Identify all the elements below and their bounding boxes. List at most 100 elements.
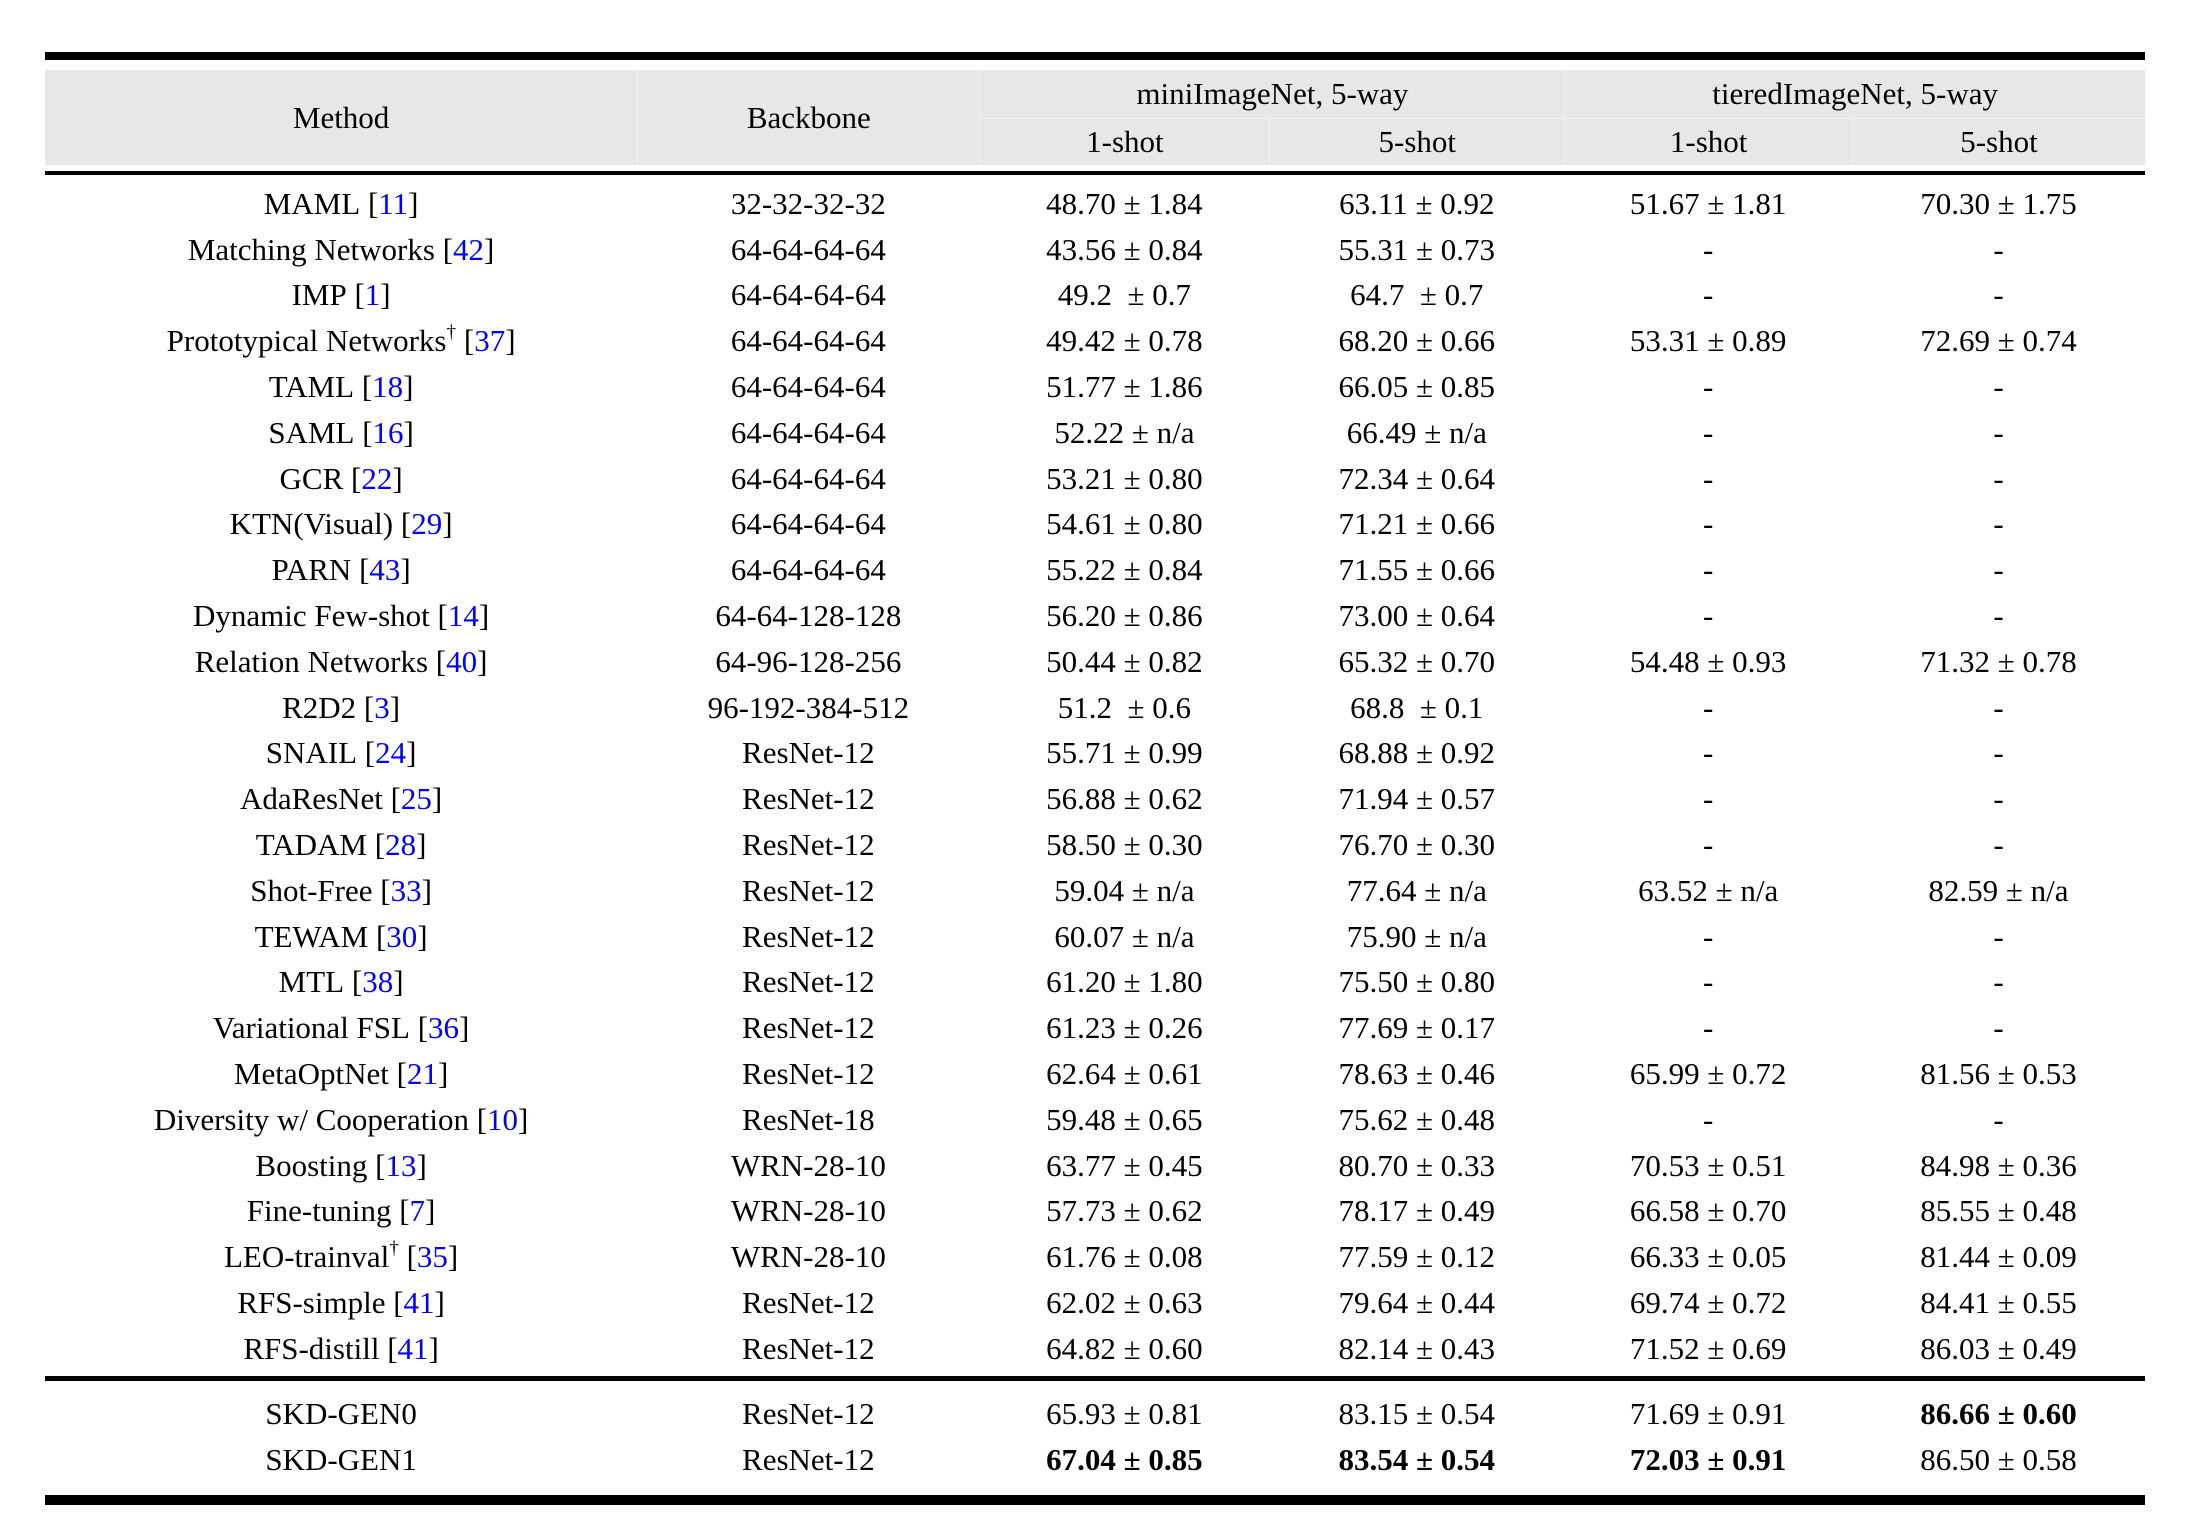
column-header-mini-1shot: 1-shot: [979, 118, 1270, 165]
citation-ref[interactable]: 38: [362, 964, 394, 1000]
value-cell: 43.56 ± 0.84: [1046, 231, 1203, 267]
value-cell: 51.77 ± 1.86: [1046, 369, 1203, 405]
method-name: Relation Networks: [194, 643, 429, 679]
citation-ref[interactable]: 18: [372, 369, 404, 405]
citation-ref[interactable]: 11: [378, 185, 409, 221]
value-cell: 64.7 ± 0.7: [1350, 277, 1484, 313]
value-cell: 50.44 ± 0.82: [1046, 643, 1203, 679]
citation-ref[interactable]: 33: [390, 872, 422, 908]
citation-ref[interactable]: 14: [447, 598, 479, 634]
method-cell: Fine-tuning [7]: [246, 1193, 436, 1229]
value-cell: 53.21 ± 0.80: [1046, 460, 1203, 496]
citation-ref[interactable]: 13: [385, 1147, 417, 1183]
citation-ref[interactable]: 3: [374, 689, 390, 725]
citation-ref[interactable]: 7: [409, 1193, 426, 1229]
citation-ref[interactable]: 35: [416, 1239, 448, 1275]
value-cell: 71.55 ± 0.66: [1338, 552, 1496, 588]
method-name: AdaResNet: [239, 781, 383, 817]
method-cell: SKD-GEN1: [45, 1437, 637, 1483]
column-group-tieredimagenet: tieredImageNet, 5-way: [1564, 70, 2145, 118]
value-cell: 86.66 ± 0.60: [1920, 1395, 2077, 1431]
citation-ref[interactable]: 28: [385, 827, 417, 863]
citation-ref[interactable]: 41: [397, 1330, 429, 1366]
value-cell: 61.23 ± 0.26: [1046, 1010, 1203, 1046]
value-cell: 65.99 ± 0.72: [1629, 1056, 1787, 1092]
method-name: TAML: [268, 369, 355, 405]
value-cell: -: [1703, 735, 1714, 771]
value-cell: 84.98 ± 0.36: [1920, 1147, 2077, 1183]
value-cell: 71.69 ± 0.91: [1629, 1395, 1787, 1431]
value-cell: 66.49 ± n/a: [1346, 414, 1487, 450]
backbone-cell: 64-64-64-64: [730, 277, 886, 313]
value-cell: -: [1993, 827, 2004, 863]
method-cell: PARN [43]: [271, 552, 411, 588]
column-header-method: Method: [292, 99, 390, 135]
method-cell: TADAM [28]: [255, 827, 427, 863]
method-name: SNAIL: [265, 735, 358, 771]
value-cell: -: [1993, 781, 2004, 817]
citation-ref[interactable]: 29: [411, 506, 443, 542]
method-name: SAML: [268, 414, 355, 450]
value-cell: 55.22 ± 0.84: [1046, 552, 1203, 588]
method-name: Fine-tuning: [246, 1193, 392, 1229]
value-cell: -: [1703, 781, 1714, 817]
value-cell: -: [1703, 231, 1714, 267]
citation-ref[interactable]: 24: [375, 735, 407, 771]
value-cell: 81.56 ± 0.53: [1920, 1056, 2077, 1092]
value-cell: 51.2 ± 0.6: [1057, 689, 1192, 725]
method-cell: Matching Networks [42]: [187, 231, 495, 267]
citation-ref[interactable]: 1: [364, 277, 381, 313]
citation-ref[interactable]: 40: [446, 643, 478, 679]
value-cell: -: [1703, 1010, 1714, 1046]
value-cell: 49.2 ± 0.7: [1057, 277, 1192, 313]
column-header-tiered-1shot: 1-shot: [1564, 118, 1853, 165]
citation-ref[interactable]: 25: [400, 781, 432, 817]
backbone-cell: ResNet-12: [742, 1056, 875, 1092]
citation-ref[interactable]: 21: [406, 1056, 438, 1092]
backbone-cell: 64-64-64-64: [730, 231, 886, 267]
backbone-cell: ResNet-18: [742, 1101, 875, 1137]
method-name: MAML: [263, 185, 361, 221]
value-cell: 57.73 ± 0.62: [1046, 1193, 1203, 1229]
value-cell: 77.59 ± 0.12: [1338, 1239, 1496, 1275]
method-name: PARN: [271, 552, 352, 588]
citation-ref[interactable]: 22: [361, 460, 393, 496]
value-cell: 56.88 ± 0.62: [1046, 781, 1203, 817]
value-cell: 62.02 ± 0.63: [1046, 1285, 1203, 1321]
backbone-cell: 64-64-64-64: [730, 414, 886, 450]
backbone-cell: 64-64-128-128: [715, 598, 902, 634]
backbone-cell: WRN-28-10: [730, 1239, 886, 1275]
citation-ref[interactable]: 42: [453, 231, 485, 267]
citation-ref[interactable]: 36: [428, 1010, 460, 1046]
method-cell: MAML [11]: [263, 185, 419, 221]
method-name: MTL: [278, 964, 345, 1000]
backbone-cell: 64-64-64-64: [730, 552, 886, 588]
backbone-cell: ResNet-12: [742, 918, 875, 954]
column-header-tiered-5shot: 5-shot: [1852, 118, 2145, 165]
method-cell: LEO-trainval † [35]: [223, 1237, 459, 1275]
value-cell: 64.82 ± 0.60: [1046, 1330, 1203, 1366]
value-cell: 82.59 ± n/a: [1928, 872, 2069, 908]
value-cell: -: [1703, 918, 1714, 954]
citation-ref[interactable]: 30: [386, 918, 418, 954]
method-name: Boosting: [255, 1147, 368, 1183]
value-cell: 67.04 ± 0.85: [1046, 1441, 1203, 1477]
citation-ref[interactable]: 37: [474, 323, 506, 359]
value-cell: 65.93 ± 0.81: [1046, 1395, 1203, 1431]
citation-ref[interactable]: 41: [403, 1285, 435, 1321]
value-cell: 69.74 ± 0.72: [1629, 1285, 1787, 1321]
backbone-cell: 64-64-64-64: [730, 506, 886, 542]
value-cell: 71.21 ± 0.66: [1338, 506, 1496, 542]
citation-ref[interactable]: 16: [372, 414, 404, 450]
value-cell: 55.71 ± 0.99: [1046, 735, 1203, 771]
column-header-backbone: Backbone: [637, 70, 979, 165]
value-cell: 71.32 ± 0.78: [1920, 643, 2077, 679]
citation-ref[interactable]: 10: [487, 1101, 519, 1137]
value-cell: 56.20 ± 0.86: [1046, 598, 1203, 634]
value-cell: 75.62 ± 0.48: [1338, 1101, 1496, 1137]
value-cell: 86.03 ± 0.49: [1920, 1330, 2077, 1366]
method-name: SKD-GEN1: [265, 1441, 417, 1477]
method-cell: TEWAM [30]: [254, 918, 428, 954]
citation-ref[interactable]: 43: [369, 552, 401, 588]
value-cell: 58.50 ± 0.30: [1046, 827, 1203, 863]
